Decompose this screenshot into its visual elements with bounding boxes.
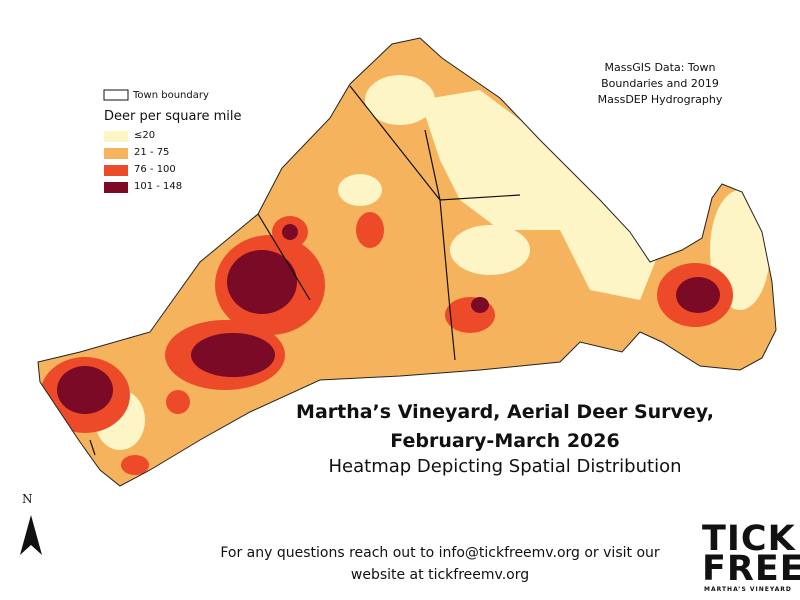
legend-label: 21 - 75 [134, 147, 170, 158]
logo-tagline: MARTHA’S VINEYARD [704, 586, 792, 593]
logo-text: FREE [702, 549, 800, 589]
legend-label: 101 - 148 [134, 181, 183, 192]
legend-label: 76 - 100 [134, 164, 176, 175]
north-arrow [20, 515, 42, 555]
source-note: MassGIS Data: Town Boundaries and 2019 M… [597, 61, 723, 106]
legend-swatch [104, 148, 128, 159]
town-boundaries [89, 85, 521, 456]
legend-swatches [104, 131, 128, 193]
logo-text: TICK [702, 519, 796, 559]
subtitle: Heatmap Depicting Spatial Distribution [328, 456, 682, 477]
legend-swatch [104, 131, 128, 142]
title-line: February-March 2026 [390, 430, 620, 452]
legend-boundary-label: Town boundary [133, 90, 209, 101]
legend-swatch [104, 165, 128, 176]
north-label: N [22, 492, 33, 506]
legend-title: Deer per square mile [104, 109, 242, 124]
title-line: Martha’s Vineyard, Aerial Deer Survey, [296, 401, 714, 423]
contact-text: For any questions reach out to info@tick… [220, 545, 660, 583]
title: Martha’s Vineyard, Aerial Deer Survey, F… [290, 398, 720, 456]
legend-label: ≤20 [134, 130, 156, 141]
legend-swatch [104, 182, 128, 193]
legend-boundary-swatch [103, 89, 129, 101]
density-101-148 [57, 224, 720, 414]
